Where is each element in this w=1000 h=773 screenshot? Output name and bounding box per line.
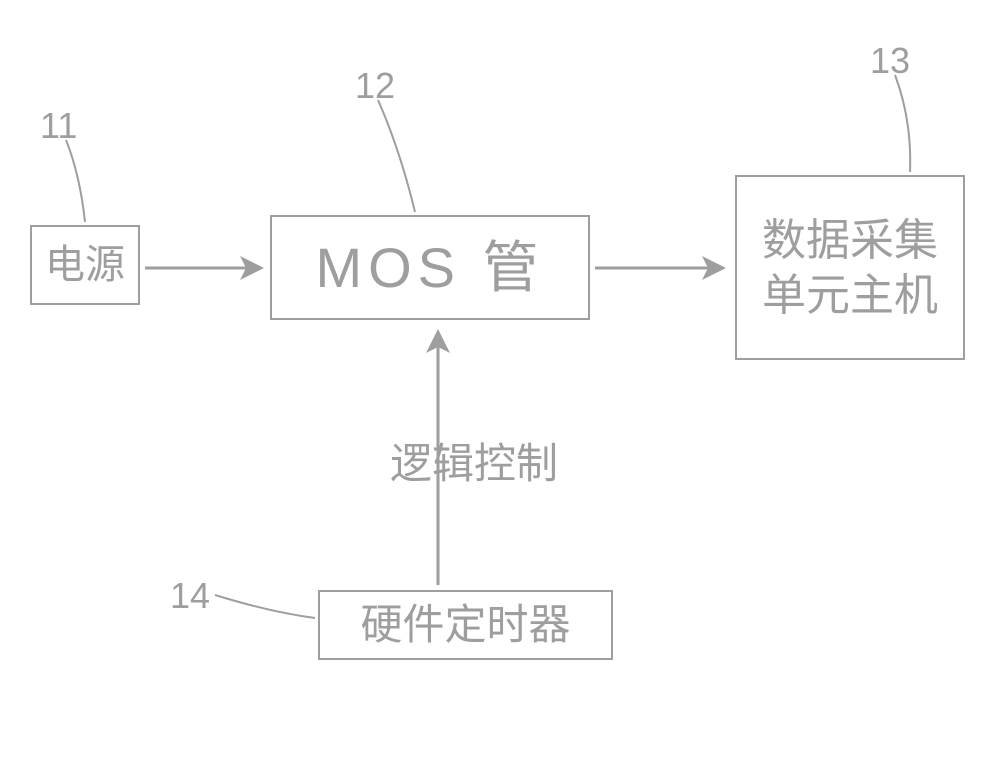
node-timer: 硬件定时器 [318,590,613,660]
label-14: 14 [170,575,210,617]
leader-12 [378,100,415,212]
label-12: 12 [355,65,395,107]
node-mos: MOS 管 [270,215,590,320]
node-timer-text: 硬件定时器 [360,599,570,652]
node-power-text: 电源 [45,240,125,290]
leader-13 [895,75,910,172]
node-host: 数据采集 单元主机 [735,175,965,360]
diagram-canvas: 电源 MOS 管 数据采集 单元主机 硬件定时器 11 12 13 14 逻辑控… [0,0,1000,773]
node-mos-text: MOS 管 [315,233,544,303]
leader-14 [215,595,315,618]
label-13: 13 [870,40,910,82]
label-logic: 逻辑控制 [390,430,558,491]
label-11: 11 [40,105,77,147]
leader-11 [66,140,85,222]
node-power: 电源 [30,225,140,305]
node-host-text: 数据采集 单元主机 [762,213,938,323]
